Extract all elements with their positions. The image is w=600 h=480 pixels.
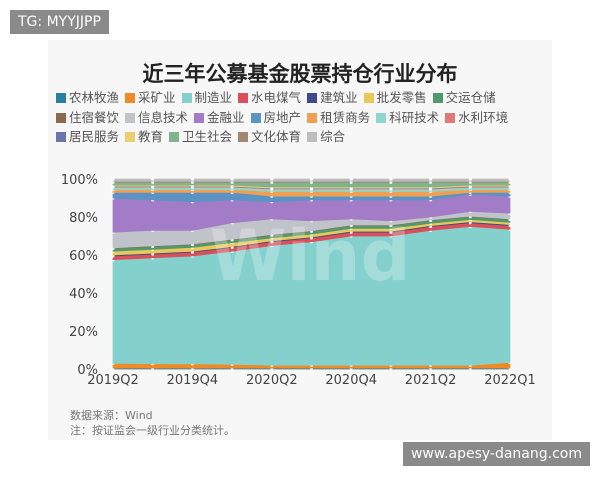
x-tick-label: 2019Q2 [87,373,139,388]
legend-label: 制造业 [194,90,233,105]
legend-label: 交运仓储 [445,90,496,105]
legend-label: 信息技术 [138,109,189,125]
legend-swatch [56,112,66,123]
legend-label: 金融业 [207,109,245,125]
legend-swatch [307,132,318,142]
data-point [111,177,115,181]
data-point [468,177,472,181]
legend-swatch [56,93,66,103]
legend: 农林牧渔 采矿业 制造业 水电煤气 建筑业 批发零售 交运仓储住宿餐饮 信息技术 金融业 房地产 租… [56,88,556,147]
legend-swatch [125,93,136,103]
legend-label: 卫生社会 [182,129,233,144]
x-tick-label: 2020Q4 [325,373,377,388]
watermark: Wind [209,215,410,297]
legend-item[interactable]: 教育 [125,127,163,147]
legend-swatch [238,132,249,142]
legend-item[interactable]: 金融业 [194,108,245,128]
y-tick-label: 80% [69,211,98,226]
legend-item[interactable]: 文化体育 [238,127,301,147]
legend-item[interactable]: 制造业 [181,88,233,108]
legend-swatch [181,93,192,103]
legend-swatch [445,112,456,123]
data-point [190,177,194,181]
chart-title: 近三年公募基金股票持仓行业分布 [142,62,458,86]
legend-swatch [432,93,443,103]
legend-item[interactable]: 水利环境 [445,108,508,128]
legend-swatch [376,112,387,123]
legend-label: 采矿业 [138,90,176,105]
legend-swatch [125,112,136,123]
legend-swatch [238,93,249,103]
legend-item[interactable]: 建筑业 [307,88,358,108]
legend-label: 水电煤气 [251,90,302,105]
legend-swatch [250,112,261,123]
x-tick-label: 2021Q2 [405,373,457,388]
legend-item[interactable]: 房地产 [250,108,302,128]
data-point [270,177,274,181]
legend-label: 批发零售 [376,90,427,105]
legend-swatch [125,132,136,142]
legend-item[interactable]: 交运仓储 [432,88,496,108]
footnote: 注：按证监会一级行业分类统计。 [70,424,235,437]
legend-item[interactable]: 租赁商务 [307,108,370,128]
legend-label: 科研技术 [389,109,440,125]
x-tick-label: 2020Q2 [246,373,298,388]
legend-label: 居民服务 [69,129,120,144]
legend-label: 水利环境 [458,109,509,125]
y-tick-label: 0% [77,363,98,378]
data-point [349,177,353,181]
data-point [230,177,234,181]
legend-item[interactable]: 采矿业 [125,88,176,108]
legend-swatch [307,112,318,123]
legend-swatch [56,132,66,142]
legend-swatch [307,93,318,103]
legend-label: 建筑业 [320,90,358,105]
legend-swatch [363,93,374,103]
legend-item[interactable]: 住宿餐饮 [56,108,119,128]
legend-item[interactable]: 卫生社会 [169,127,232,147]
legend-label: 农林牧渔 [69,90,120,105]
legend-label: 综合 [320,129,346,144]
legend-item[interactable]: 科研技术 [376,108,439,128]
y-tick-label: 60% [69,249,98,264]
legend-item[interactable]: 农林牧渔 [56,88,119,108]
legend-item[interactable]: 综合 [307,127,345,147]
legend-label: 住宿餐饮 [69,109,120,125]
legend-item[interactable]: 批发零售 [363,88,427,108]
data-point [389,177,393,181]
legend-label: 房地产 [263,109,302,125]
y-tick-label: 20% [69,325,98,340]
source-note: 数据来源：Wind [70,409,153,422]
data-point [429,177,433,181]
overlay-tag: TG: MYYJJPP [10,10,109,34]
y-tick-label: 100% [61,173,98,188]
data-point [151,177,155,181]
x-tick-label: 2019Q4 [167,373,219,388]
x-tick-label: 2022Q1 [484,373,536,388]
legend-item[interactable]: 居民服务 [56,127,119,147]
legend-swatch [194,112,205,123]
legend-label: 文化体育 [251,129,302,144]
data-point [309,177,314,181]
legend-label: 租赁商务 [320,109,371,125]
y-tick-label: 40% [69,287,98,302]
overlay-url: www.apesy-danang.com [402,442,590,466]
legend-label: 教育 [138,129,164,144]
data-point [508,177,512,181]
legend-item[interactable]: 水电煤气 [238,88,301,108]
legend-item[interactable]: 信息技术 [125,108,188,128]
legend-swatch [169,132,180,142]
